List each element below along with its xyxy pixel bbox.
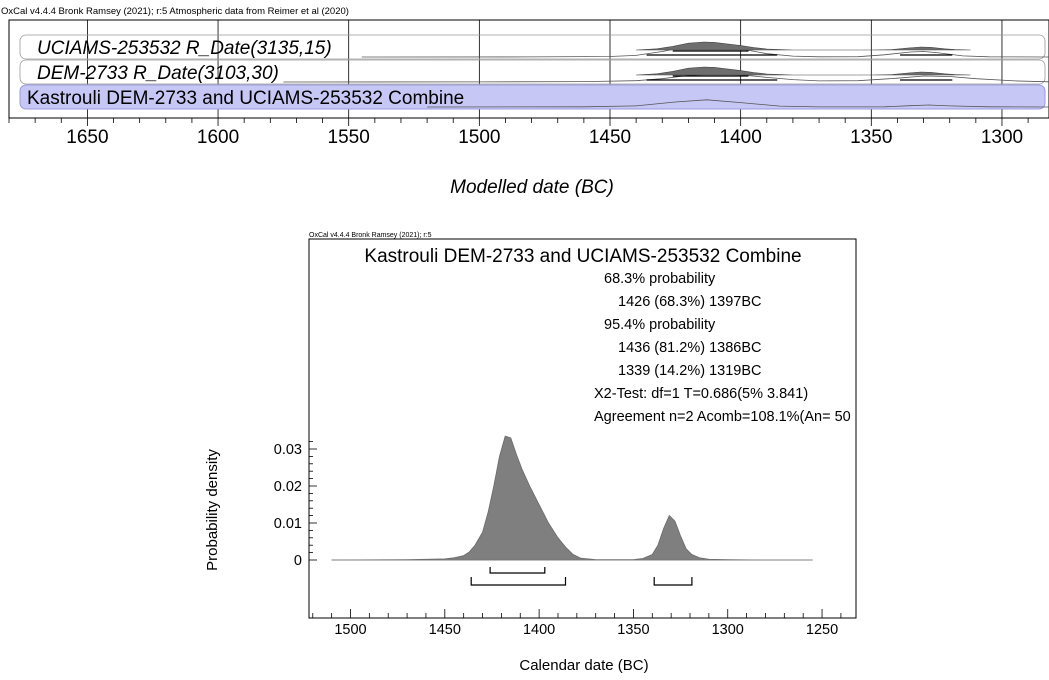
combine-plot-annotation-line: Agreement n=2 Acomb=108.1%(An= 50 bbox=[594, 409, 851, 425]
combine-range-95 bbox=[470, 577, 567, 586]
combine-x-tick-label: 1400 bbox=[523, 622, 555, 638]
multiplot-tick-label: 1400 bbox=[720, 127, 762, 148]
multiplot-tick-label: 1450 bbox=[589, 127, 631, 148]
row-posterior-area bbox=[636, 41, 971, 51]
combine-plot-annotation-line: 1436 (81.2%) 1386BC bbox=[618, 340, 762, 356]
combine-x-tick-label: 1300 bbox=[712, 622, 744, 638]
combine-plot-annotation-line: 1426 (68.3%) 1397BC bbox=[618, 294, 762, 310]
multiplot-tick-label: 1350 bbox=[850, 127, 892, 148]
row-likelihood-curve bbox=[427, 99, 1049, 108]
combine-plot-header: OxCal v4.4.4 Bronk Ramsey (2021); r:5 bbox=[309, 232, 432, 239]
multiplot-tick-label: 1500 bbox=[458, 127, 500, 148]
multiplot-x-axis-label: Modelled date (BC) bbox=[450, 177, 614, 198]
combine-y-tick-label: 0.02 bbox=[274, 479, 302, 495]
combine-plot-annotations: 68.3% probability 1426 (68.3%) 1397BC 95.4… bbox=[594, 271, 851, 425]
multiplot-tick-label: 1600 bbox=[197, 127, 239, 148]
combine-range-95 bbox=[653, 577, 693, 586]
combine-x-tick-label: 1500 bbox=[334, 622, 366, 638]
combine-range-68 bbox=[489, 567, 546, 574]
combine-y-tick-label: 0.03 bbox=[274, 442, 302, 458]
multiplot-panel: UCIAMS-253532 R_Date(3135,15) DEM-2733 R_… bbox=[8, 19, 1049, 148]
combine-x-tick-label: 1350 bbox=[617, 622, 649, 638]
combine-plot-title: Kastrouli DEM-2733 and UCIAMS-253532 Com… bbox=[364, 246, 801, 267]
row-outline bbox=[19, 34, 1046, 60]
combine-plot-frame bbox=[308, 238, 857, 619]
combine-y-tick-label: 0.01 bbox=[274, 516, 302, 532]
combine-y-tick-label: 0 bbox=[294, 553, 302, 569]
combine-plot-annotation-line: 1339 (14.2%) 1319BC bbox=[618, 363, 762, 379]
combine-plot-y-axis-label: Probability density bbox=[204, 449, 221, 571]
combine-x-tick-label: 1250 bbox=[806, 622, 838, 638]
row-label: UCIAMS-253532 R_Date(3135,15) bbox=[37, 38, 332, 59]
combine-plot-annotation-line: 95.4% probability bbox=[604, 317, 716, 333]
multiplot-header: OxCal v4.4.4 Bronk Ramsey (2021); r:5 At… bbox=[1, 6, 349, 17]
combine-x-tick-label: 1450 bbox=[429, 622, 461, 638]
row-likelihood-curve bbox=[361, 45, 1049, 58]
combine-plot-annotation-line: X2-Test: df=1 T=0.686(5% 3.841) bbox=[594, 386, 808, 402]
multiplot-tick-label: 1550 bbox=[328, 127, 370, 148]
row-likelihood-curve bbox=[283, 73, 1049, 83]
row-outline bbox=[19, 59, 1046, 85]
combine-plot-annotation-line: 68.3% probability bbox=[604, 271, 716, 287]
row-label: Kastrouli DEM-2733 and UCIAMS-253532 Com… bbox=[27, 88, 464, 109]
row-label: DEM-2733 R_Date(3103,30) bbox=[37, 63, 279, 84]
row-highlight bbox=[19, 84, 1046, 110]
multiplot-tick-label: 1650 bbox=[66, 127, 108, 148]
combine-plot-x-axis-label: Calendar date (BC) bbox=[519, 657, 648, 674]
multiplot-tick-label: 1300 bbox=[981, 127, 1023, 148]
row-posterior-area bbox=[636, 66, 971, 76]
combine-posterior-area bbox=[331, 435, 813, 561]
combine-plot-panel: 0 0.01 0.02 0.03 1500 1450 1400 1350 1300 1250 bbox=[274, 435, 842, 638]
